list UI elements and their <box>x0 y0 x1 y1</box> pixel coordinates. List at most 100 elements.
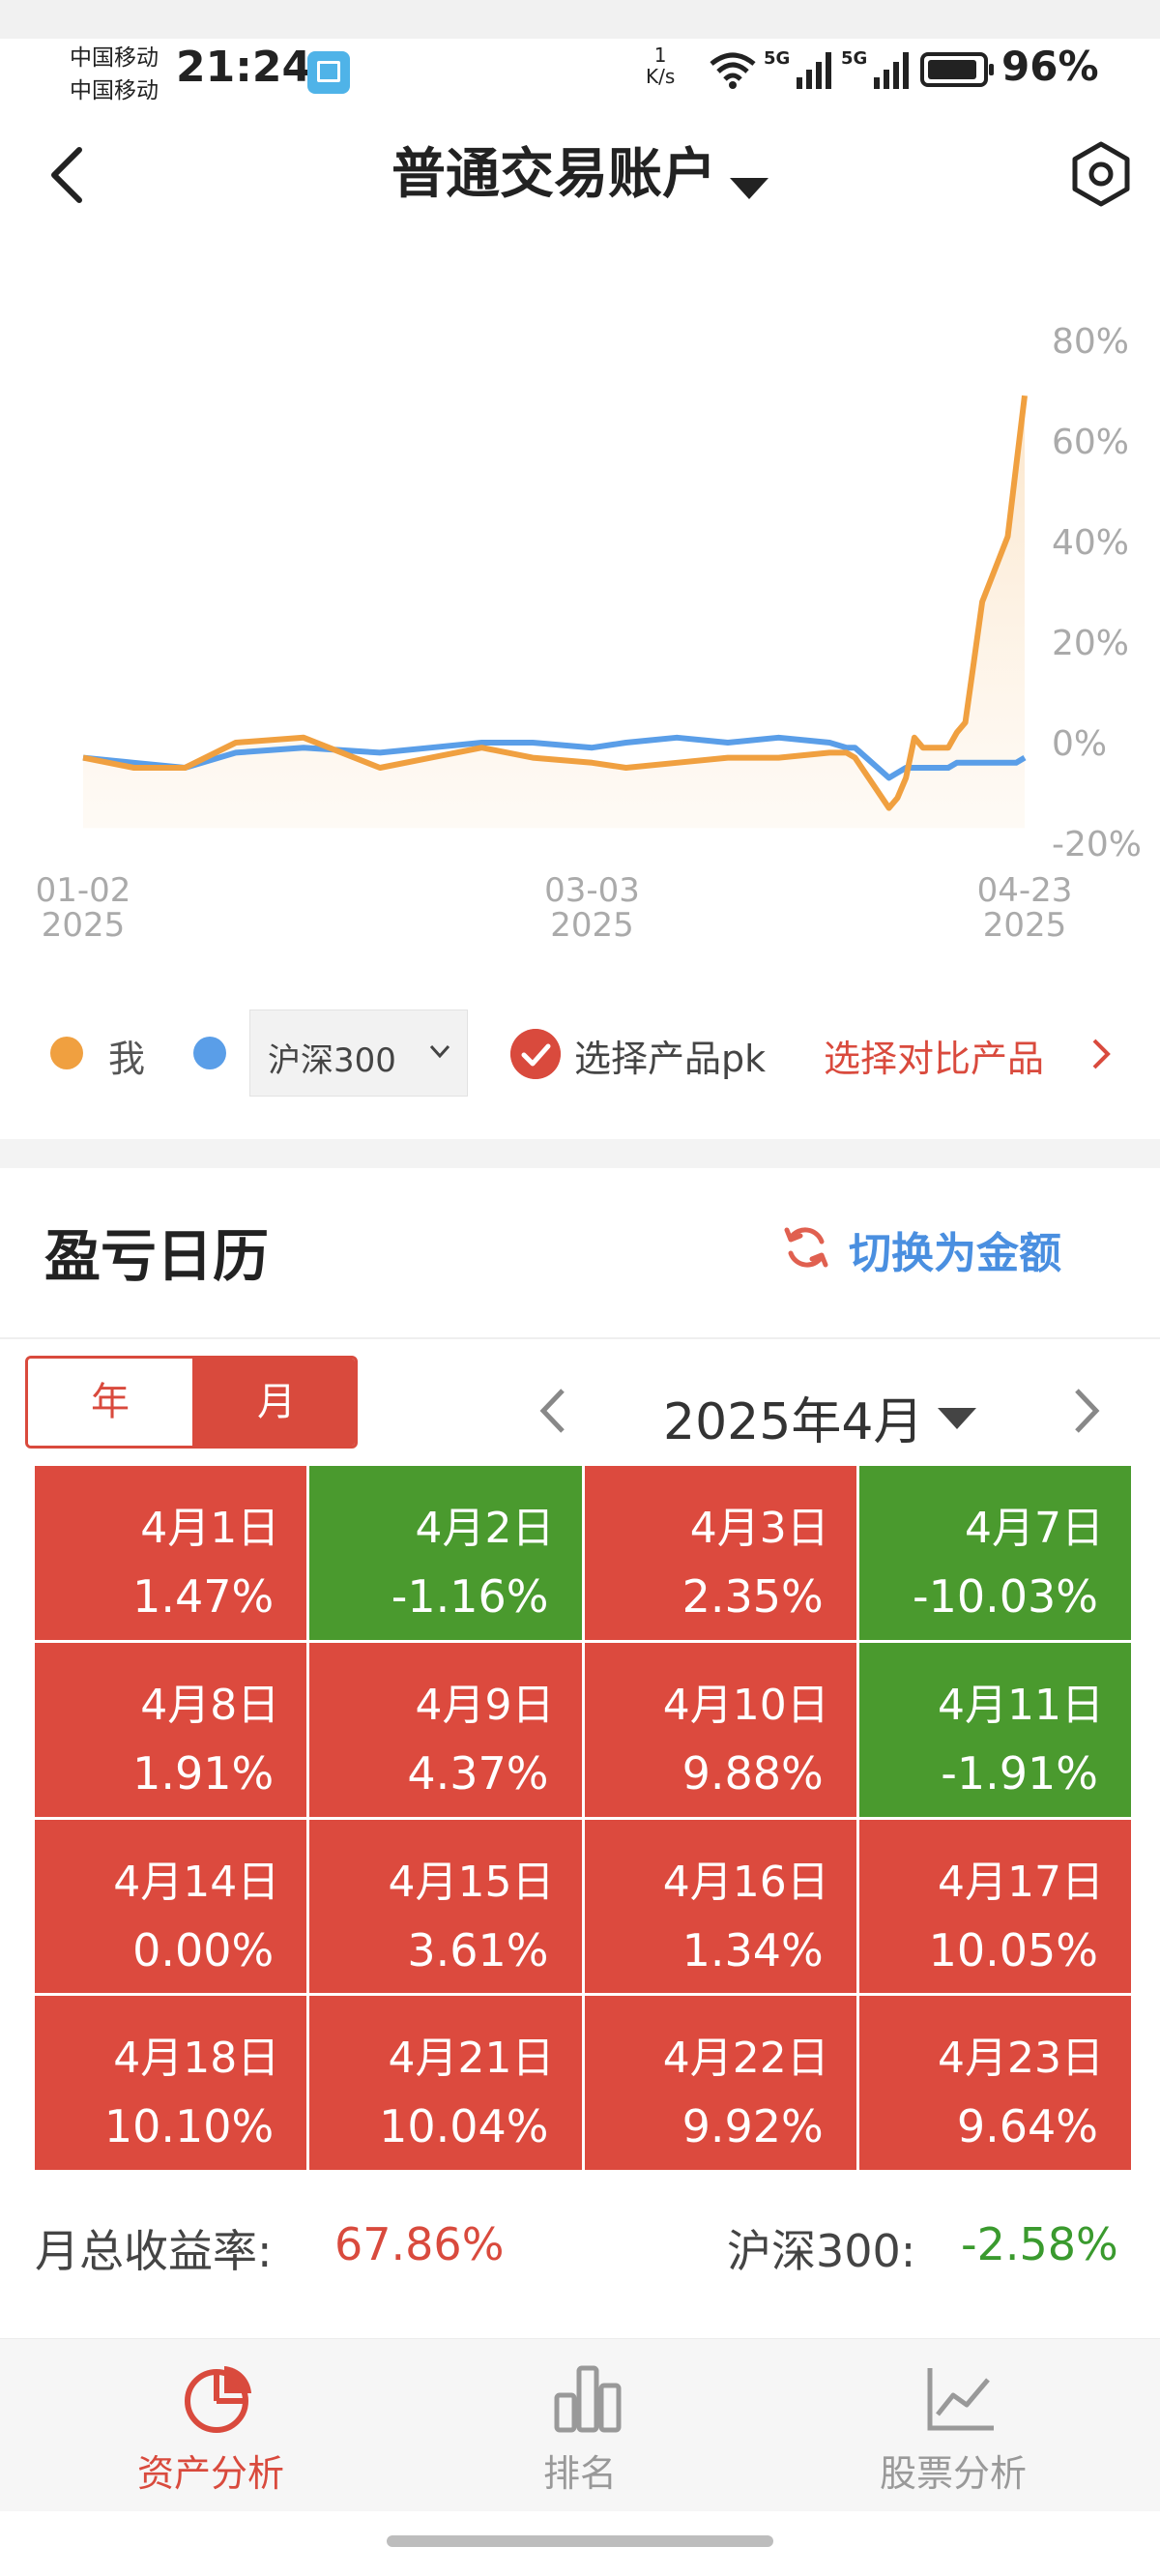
pnl-calendar-grid: 4月1日 1.47% 4月2日 -1.16% 4月3日 2.35% 4月7日 -10.03% 4… <box>35 1466 1131 2170</box>
legend-dot-index <box>193 1037 226 1069</box>
x-tick-label: 2025 <box>550 906 634 945</box>
calendar-day-date: 4月21日 <box>388 2034 555 2084</box>
calendar-day-cell[interactable]: 4月11日 -1.91% <box>858 1642 1131 1817</box>
x-tick-label: 03-03 <box>544 871 640 910</box>
calendar-day-cell[interactable]: 4月16日 1.34% <box>584 1819 856 1994</box>
calendar-day-date: 4月15日 <box>388 1857 555 1907</box>
home-indicator <box>387 2535 773 2547</box>
line-chart-icon[interactable] <box>924 2362 998 2436</box>
select-compare-product-link[interactable]: 选择对比产品 <box>824 1038 1045 1080</box>
nav-ranking[interactable]: 排名 <box>387 2339 773 2511</box>
y-tick-label: 60% <box>1052 423 1129 462</box>
calendar-day-date: 4月11日 <box>938 1680 1104 1730</box>
bar-chart-icon[interactable] <box>551 2362 624 2436</box>
calendar-day-cell[interactable]: 4月15日 3.61% <box>309 1819 582 1994</box>
calendar-day-date: 4月10日 <box>662 1680 829 1730</box>
y-tick-label: 40% <box>1052 523 1129 563</box>
chevron-down-icon[interactable] <box>426 1038 453 1065</box>
prev-month-chevron-icon[interactable] <box>530 1377 578 1445</box>
pk-label[interactable]: 选择产品pk <box>574 1038 767 1080</box>
net-speed-unit: K/s <box>646 65 676 88</box>
bottom-nav: 资产分析 排名 股票分析 <box>0 2338 1160 2511</box>
month-label[interactable]: 2025年4月 <box>663 1393 924 1451</box>
pie-chart-icon[interactable] <box>182 2362 255 2436</box>
calendar-day-return: 2.35% <box>682 1570 824 1623</box>
caret-down-icon[interactable] <box>730 177 768 199</box>
calendar-day-cell[interactable]: 4月2日 -1.16% <box>309 1466 582 1640</box>
x-tick-label: 2025 <box>983 906 1067 945</box>
caret-down-icon[interactable] <box>938 1408 976 1429</box>
account-selector[interactable]: 普通交易账户 <box>0 131 1160 209</box>
index-return-label: 沪深300: <box>727 2225 916 2277</box>
chart-svg: 80%60%40%20%0%-20%01-02202503-03202504-2… <box>36 322 1142 945</box>
index-select[interactable]: 沪深300 <box>249 1010 468 1097</box>
calendar-day-cell[interactable]: 4月21日 10.04% <box>309 1996 582 2170</box>
calendar-day-cell[interactable]: 4月3日 2.35% <box>584 1466 856 1640</box>
tab-year[interactable]: 年 <box>28 1359 192 1446</box>
calendar-day-date: 4月17日 <box>938 1857 1104 1907</box>
svg-text:5G: 5G <box>841 48 867 69</box>
calendar-day-return: 10.04% <box>379 2100 549 2153</box>
calendar-day-cell[interactable]: 4月23日 9.64% <box>858 1996 1131 2170</box>
legend-dot-me <box>50 1037 83 1069</box>
section-divider <box>0 1139 1160 1168</box>
refresh-icon[interactable] <box>779 1220 833 1274</box>
legend-label-me: 我 <box>108 1038 146 1080</box>
calendar-day-cell[interactable]: 4月22日 9.92% <box>584 1996 856 2170</box>
nav-asset-analysis[interactable]: 资产分析 <box>17 2339 404 2511</box>
calendar-day-date: 4月1日 <box>140 1504 280 1553</box>
nav-label[interactable]: 股票分析 <box>879 2452 1027 2495</box>
page-title[interactable]: 普通交易账户 <box>392 143 716 206</box>
calendar-day-cell[interactable]: 4月18日 10.10% <box>35 1996 307 2170</box>
calendar-day-cell[interactable]: 4月10日 9.88% <box>584 1642 856 1817</box>
tab-month[interactable]: 月 <box>192 1359 355 1446</box>
reader-app-icon <box>307 51 350 94</box>
calendar-day-cell[interactable]: 4月1日 1.47% <box>35 1466 307 1640</box>
calendar-day-date: 4月14日 <box>113 1857 280 1907</box>
x-tick-label: 2025 <box>42 906 126 945</box>
calendar-day-return: 9.64% <box>956 2100 1098 2153</box>
calendar-day-return: 1.47% <box>132 1570 275 1623</box>
calendar-day-return: 1.34% <box>682 1923 824 1976</box>
calendar-day-date: 4月2日 <box>415 1504 555 1553</box>
y-tick-label: 20% <box>1052 624 1129 663</box>
chevron-right-icon[interactable] <box>1087 1035 1116 1073</box>
status-time: 21:24 <box>176 43 312 92</box>
pk-checkbox-checked-icon[interactable] <box>510 1029 561 1079</box>
wifi-icon <box>710 52 756 89</box>
y-tick-label: 0% <box>1052 724 1107 764</box>
calendar-day-return: 9.88% <box>682 1746 824 1800</box>
calendar-day-return: -1.16% <box>391 1570 549 1623</box>
calendar-day-date: 4月23日 <box>938 2034 1104 2084</box>
nav-label[interactable]: 排名 <box>542 2452 617 2495</box>
net-speed: 1 K/s <box>646 44 675 87</box>
series-me-area <box>83 395 1025 829</box>
calendar-day-return: 0.00% <box>132 1923 275 1976</box>
calendar-day-cell[interactable]: 4月8日 1.91% <box>35 1642 307 1817</box>
calendar-day-cell[interactable]: 4月14日 0.00% <box>35 1819 307 1994</box>
switch-to-amount-button[interactable]: 切换为金额 <box>779 1215 1088 1278</box>
calendar-day-return: 3.61% <box>407 1923 549 1976</box>
switch-to-amount-label[interactable]: 切换为金额 <box>849 1229 1061 1278</box>
calendar-day-cell[interactable]: 4月7日 -10.03% <box>858 1466 1131 1640</box>
nav-stock-analysis[interactable]: 股票分析 <box>760 2339 1146 2511</box>
month-return-label: 月总收益率: <box>35 2225 273 2277</box>
battery-icon <box>920 52 994 87</box>
calendar-day-cell[interactable]: 4月9日 4.37% <box>309 1642 582 1817</box>
calendar-day-return: 9.92% <box>682 2100 824 2153</box>
period-toggle[interactable]: 年 月 <box>25 1356 358 1449</box>
calendar-day-return: -1.91% <box>941 1746 1098 1800</box>
calendar-day-return: 1.91% <box>132 1746 275 1800</box>
calendar-day-cell[interactable]: 4月17日 10.05% <box>858 1819 1131 1994</box>
x-tick-label: 01-02 <box>36 871 131 910</box>
calendar-day-date: 4月7日 <box>965 1504 1104 1553</box>
series-line-index <box>82 734 1027 781</box>
nav-label[interactable]: 资产分析 <box>136 2452 284 2495</box>
next-month-chevron-icon[interactable] <box>1061 1377 1110 1445</box>
signal-5g-icon: 5G <box>764 48 831 89</box>
carrier-name-2: 中国移动 <box>70 78 159 103</box>
back-button[interactable] <box>39 140 97 208</box>
settings-icon[interactable] <box>1067 140 1135 208</box>
index-select-value[interactable]: 沪深300 <box>268 1041 396 1080</box>
monthly-summary: 月总收益率: 67.86% 沪深300: -2.58% <box>0 2214 1160 2292</box>
